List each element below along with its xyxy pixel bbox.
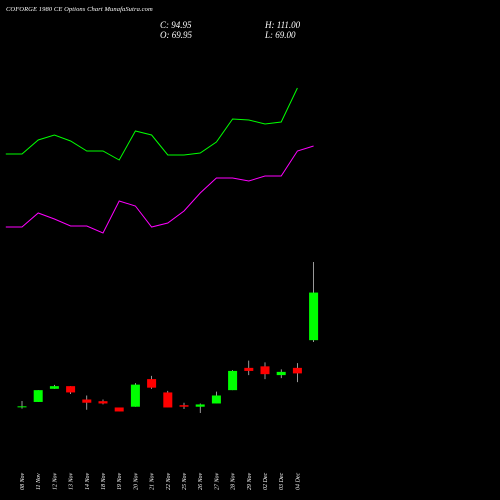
x-tick-label: 21 Nov [150, 472, 156, 490]
chart-title: COFORGE 1980 CE Options Chart MunafaSutr… [6, 6, 153, 13]
high-readout: H: 111.00 [265, 20, 301, 30]
x-tick-label: 02 Dec [263, 473, 269, 490]
x-tick-label: 14 Nov [84, 472, 91, 490]
candle-down [260, 366, 270, 375]
x-tick-label: 19 Nov [117, 472, 123, 490]
candle-down [114, 407, 124, 412]
lower-band-line [5, 145, 314, 234]
candle-down [98, 401, 108, 404]
upper-band-line [5, 87, 298, 161]
low-readout: L: 69.00 [265, 30, 296, 40]
candle-up [195, 404, 205, 407]
x-tick-label: 04 Dec [294, 473, 301, 490]
candle-down [244, 367, 254, 371]
candle-down [147, 379, 157, 388]
candle-up [130, 384, 140, 407]
candle-up [309, 292, 319, 341]
candle-up [49, 386, 59, 389]
candle-up [228, 370, 238, 391]
x-tick-label: 26 Nov [198, 472, 204, 490]
open-readout: O: 69.95 [160, 30, 192, 40]
candle-down [163, 392, 173, 408]
x-tick-label: 18 Nov [101, 472, 107, 490]
candle-up [276, 371, 286, 376]
x-tick-label: 28 Nov [231, 472, 237, 490]
candle-up [33, 390, 43, 402]
x-tick-label: 27 Nov [214, 472, 220, 490]
candle-up [211, 395, 221, 404]
x-tick-label: 12 Nov [52, 472, 58, 490]
x-tick-label: 29 Nov [247, 472, 253, 490]
close-readout: C: 94.95 [160, 20, 192, 30]
x-tick-label: 08 Nov [20, 472, 26, 490]
x-tick-label: 11 Nov [36, 473, 42, 490]
x-tick-label: 22 Nov [166, 472, 172, 490]
candle-down [66, 386, 76, 393]
x-tick-label: 25 Nov [182, 472, 188, 490]
candle-down [179, 405, 189, 407]
candle-down [292, 367, 302, 374]
x-tick-label: 20 Nov [133, 472, 139, 490]
candle-down [82, 399, 92, 403]
x-tick-label: 13 Nov [69, 472, 75, 490]
x-tick-label: 03 Dec [279, 473, 285, 490]
candle-up [17, 406, 27, 408]
